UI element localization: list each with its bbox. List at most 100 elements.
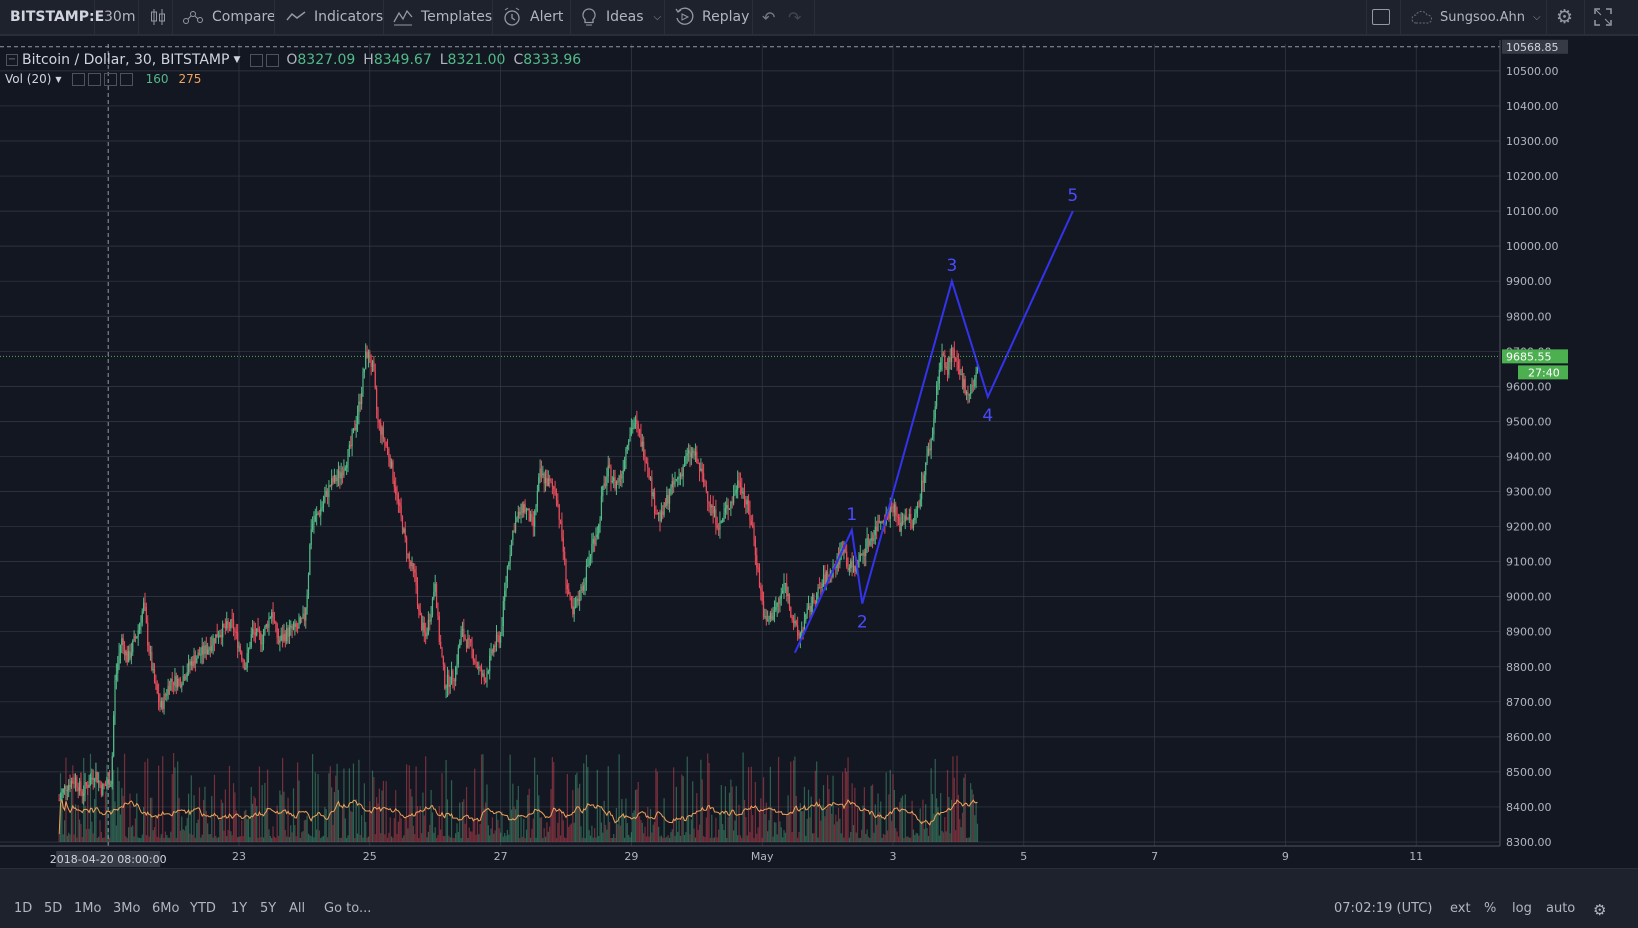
volume-bar — [801, 811, 803, 842]
candle-body — [114, 680, 116, 716]
candle-body — [186, 672, 188, 677]
range-1y[interactable]: 1Y — [231, 901, 248, 916]
candle-body — [814, 601, 816, 604]
elliott-wave-drawing[interactable]: 1 2 3 4 5 — [793, 186, 1078, 654]
volume-bar — [143, 807, 145, 842]
auto-toggle[interactable]: auto — [1546, 901, 1576, 916]
range-all[interactable]: All — [289, 901, 306, 916]
volume-bar — [427, 831, 429, 842]
layout-button[interactable] — [1372, 0, 1390, 34]
candle-body — [510, 539, 513, 555]
redo-button[interactable]: ↷ — [788, 0, 801, 34]
range-6mo[interactable]: 6Mo — [152, 901, 180, 916]
volume-bar — [177, 761, 179, 842]
fullscreen-button[interactable] — [1594, 0, 1612, 34]
goto-button[interactable]: Go to... — [324, 901, 372, 916]
utc-clock[interactable]: 07:02:19 (UTC) — [1334, 901, 1433, 916]
price-axis[interactable]: 8300.00 8400.00 8500.00 8600.00 8700.00 8800.… — [1499, 39, 1568, 849]
percent-toggle[interactable]: % — [1484, 901, 1497, 916]
candle-body — [283, 633, 285, 641]
candle-body — [727, 504, 729, 510]
candle-body — [386, 446, 389, 449]
candle-body — [585, 565, 588, 583]
settings-button[interactable]: ⚙ — [1556, 0, 1573, 34]
volume-bar — [852, 824, 855, 842]
volume-bar — [450, 780, 453, 842]
candle-body — [784, 583, 786, 585]
replay-button[interactable]: Replay — [674, 0, 749, 34]
chart-title[interactable]: Bitcoin / Dollar, 30, BITSTAMP — [22, 52, 230, 68]
range-3mo[interactable]: 3Mo — [113, 901, 141, 916]
indicators-button[interactable]: Indicators — [286, 0, 383, 34]
volume-bar — [696, 793, 698, 842]
time-axis[interactable]: 23 25 27 29 May 3 5 7 9 11 2018-04-20 08:00:00 — [0, 845, 1500, 867]
price-tick-label: 10200.00 — [1506, 170, 1559, 183]
volume-bar — [356, 833, 359, 842]
volume-bar — [296, 762, 299, 842]
volume-indicator-label[interactable]: Vol (20) — [5, 72, 52, 86]
candle-body — [579, 599, 581, 602]
range-1mo[interactable]: 1Mo — [74, 901, 102, 916]
volume-bar — [506, 829, 509, 842]
gear-icon[interactable]: ⚙ — [1593, 901, 1607, 919]
price-tick-label: 10100.00 — [1506, 205, 1559, 218]
volume-bar — [420, 833, 423, 842]
undo-button[interactable]: ↶ — [762, 0, 775, 34]
settings-box-icon[interactable] — [250, 53, 264, 67]
candle-body — [341, 472, 344, 476]
compare-button[interactable]: Compare — [182, 0, 276, 34]
volume-bar — [250, 786, 252, 842]
candle-body — [671, 481, 673, 488]
volume-bar — [448, 835, 450, 842]
collapse-icon[interactable]: − — [6, 54, 18, 66]
settings-box-icon[interactable] — [87, 72, 101, 86]
volume-bar — [275, 837, 277, 842]
candle-body — [282, 634, 284, 641]
candle-body — [754, 539, 756, 556]
volume-bar — [384, 834, 386, 842]
volume-bar — [331, 787, 333, 842]
volume-bar — [822, 785, 825, 842]
candle-body — [464, 638, 466, 640]
range-5d[interactable]: 5D — [44, 901, 63, 916]
volume-bar — [818, 798, 821, 842]
range-5y[interactable]: 5Y — [260, 901, 277, 916]
volume-bar — [197, 819, 199, 842]
close-box-icon[interactable] — [266, 53, 280, 67]
candle-body — [445, 687, 447, 689]
alert-button[interactable]: Alert — [502, 0, 563, 34]
candle-body — [719, 521, 721, 530]
range-ytd[interactable]: YTD — [190, 901, 216, 916]
user-menu[interactable]: Sungsoo.Ahn ⌵ — [1410, 0, 1541, 34]
volume-bar — [460, 837, 462, 842]
candle-body — [911, 519, 913, 529]
chevron-down-icon[interactable]: ▼ — [55, 74, 62, 84]
candle-body — [652, 492, 654, 497]
candle-body — [442, 657, 444, 665]
candle-body — [792, 619, 795, 624]
toolbar-divider — [664, 0, 665, 34]
volume-bar — [682, 776, 684, 842]
volume-bar — [341, 806, 344, 842]
symbol-search[interactable]: BITSTAMP:E — [10, 9, 105, 25]
candle-body — [732, 494, 735, 504]
templates-button[interactable]: Templates — [393, 0, 492, 34]
candle-body — [467, 638, 469, 648]
volume-bar — [85, 829, 87, 842]
plus-box-icon[interactable] — [103, 72, 117, 86]
volume-bar — [854, 787, 856, 842]
ideas-button[interactable]: Ideas ⌵ — [580, 0, 661, 34]
ext-toggle[interactable]: ext — [1450, 901, 1471, 916]
candle-body — [273, 621, 276, 623]
range-1d[interactable]: 1D — [14, 901, 33, 916]
volume-bar — [788, 812, 791, 842]
close-box-icon[interactable] — [119, 72, 133, 86]
chevron-down-icon[interactable]: ▼ — [233, 55, 241, 65]
chart-type-button[interactable] — [150, 0, 166, 34]
log-toggle[interactable]: log — [1512, 901, 1532, 916]
candle-body — [649, 477, 652, 479]
eye-icon[interactable] — [71, 72, 85, 86]
volume-bar — [257, 837, 259, 842]
interval-button[interactable]: 30m — [104, 9, 136, 25]
